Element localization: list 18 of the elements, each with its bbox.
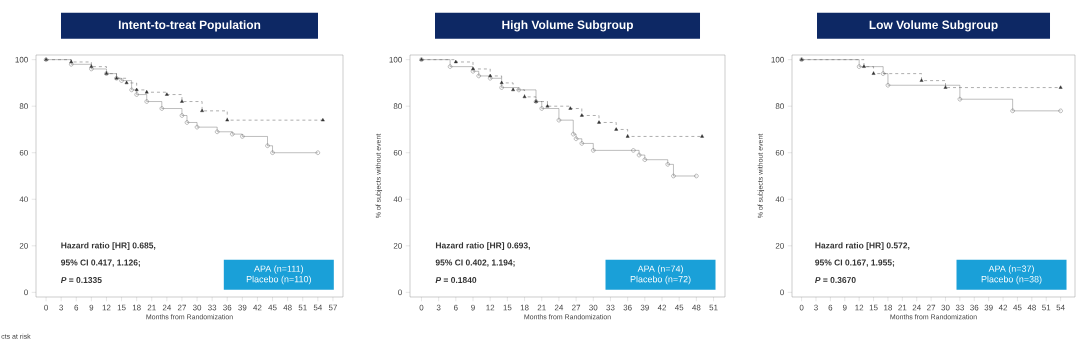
- annotation: Hazard ratio [HR] 0.572,: [815, 242, 910, 251]
- annotation: Placebo (n=110): [246, 275, 311, 285]
- annotation: APA (n=111): [254, 265, 304, 274]
- chart-title: Low Volume Subgroup: [869, 20, 998, 32]
- chart-title: Intent-to-treat Population: [118, 20, 261, 32]
- annotation: Hazard ratio [HR] 0.693,: [435, 242, 530, 251]
- annotation: APA (n=37): [988, 265, 1034, 274]
- annotation: APA (n=74): [637, 265, 683, 274]
- annotation: 95% CI 0.417, 1.126;: [61, 259, 140, 267]
- annotation: Hazard ratio [HR] 0.685,: [61, 242, 156, 251]
- annotation: P = 0.1840: [435, 277, 477, 284]
- annotation: Placebo (n=38): [981, 275, 1042, 285]
- chart-title: High Volume Subgroup: [502, 20, 633, 32]
- annotation: P = 0.3670: [815, 277, 856, 284]
- annotation: Placebo (n=72): [630, 275, 691, 285]
- annotation: P = 0.1335: [60, 277, 102, 284]
- annotation: 95% CI 0.402, 1.194;: [435, 259, 515, 267]
- annotation: 95% CI 0.167, 1.955;: [815, 259, 895, 267]
